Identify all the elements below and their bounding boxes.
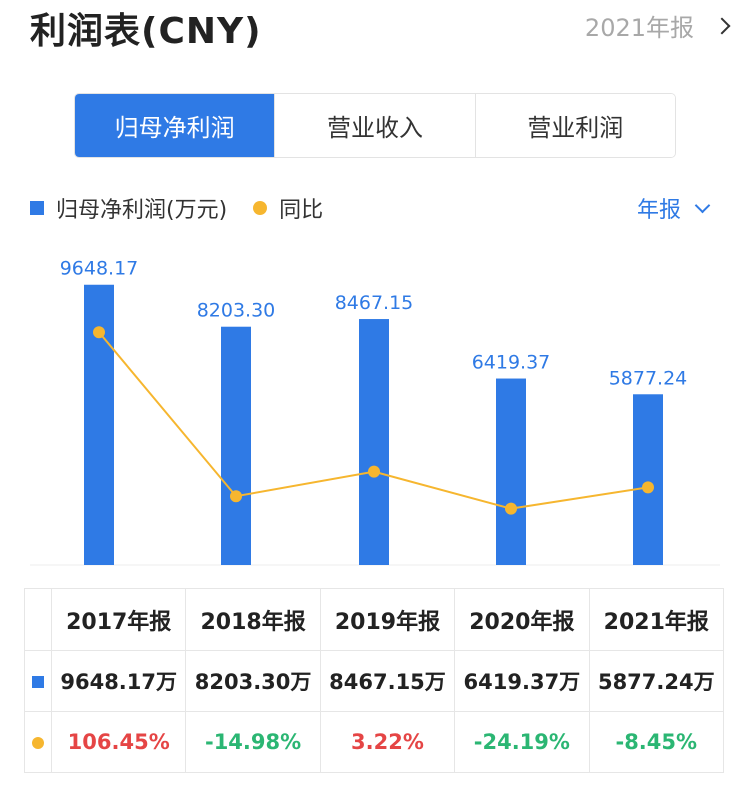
bar-1[interactable] xyxy=(221,326,251,565)
tab-operating-profit[interactable]: 营业利润 xyxy=(474,94,675,157)
table-row-marker xyxy=(24,711,52,773)
line-legend-label: 同比 xyxy=(279,198,324,223)
table-header-row: 2017年报 2018年报 2019年报 2020年报 2021年报 xyxy=(24,588,725,651)
header: 利润表(CNY) 2021年报 xyxy=(0,0,750,56)
tab-net-profit[interactable]: 归母净利润 xyxy=(75,94,275,157)
table-header-cell: 2021年报 xyxy=(588,588,725,651)
table-header-cell: 2017年报 xyxy=(50,588,187,651)
table-value-cell: 9648.17万 xyxy=(50,650,187,712)
report-period-link[interactable]: 2021年报 xyxy=(584,8,731,43)
bar-2[interactable] xyxy=(359,319,389,565)
table-row-net-profit: 9648.17万 8203.30万 8467.15万 6419.37万 5877… xyxy=(24,650,725,712)
table-yoy-cell: -14.98% xyxy=(185,711,321,773)
table-header-cell: 2020年报 xyxy=(454,588,590,651)
bar-value-label-1: 8203.30 xyxy=(197,300,276,322)
yoy-point-0[interactable] xyxy=(93,326,105,339)
table-yoy-cell: -24.19% xyxy=(454,711,590,773)
chevron-down-icon xyxy=(694,197,711,213)
page-title: 利润表(CNY) xyxy=(30,11,262,52)
table-value-cell: 8467.15万 xyxy=(319,650,456,712)
table-yoy-cell: 106.45% xyxy=(50,711,187,773)
net-profit-chart: 9648.17 8203.30 8467.15 6419.37 5877.24 xyxy=(30,258,720,566)
table-yoy-cell: -8.45% xyxy=(588,711,725,773)
bar-legend-label: 归母净利润(万元) xyxy=(56,198,228,223)
period-select[interactable]: 年报 xyxy=(636,192,711,224)
bar-series-marker xyxy=(32,676,44,688)
tab-revenue[interactable]: 营业收入 xyxy=(274,94,475,157)
table-corner-cell xyxy=(24,588,52,651)
bar-value-label-3: 6419.37 xyxy=(472,352,551,374)
metric-tabs: 归母净利润 营业收入 营业利润 xyxy=(74,93,676,158)
table-value-cell: 5877.24万 xyxy=(588,650,725,712)
chart-legend: 归母净利润(万元) 同比 xyxy=(30,192,323,224)
table-value-cell: 6419.37万 xyxy=(454,650,590,712)
yoy-point-3[interactable] xyxy=(505,502,517,515)
bar-value-label-4: 5877.24 xyxy=(609,367,688,389)
table-header-cell: 2019年报 xyxy=(319,588,456,651)
yoy-point-1[interactable] xyxy=(230,490,242,503)
table-row-marker xyxy=(24,650,52,712)
report-period-label: 2021年报 xyxy=(584,14,694,42)
bar-value-label-2: 8467.15 xyxy=(335,292,414,314)
bar-value-label-0: 9648.17 xyxy=(60,258,139,280)
period-select-label: 年报 xyxy=(636,198,681,223)
bar-3[interactable] xyxy=(496,378,526,565)
yoy-point-2[interactable] xyxy=(368,465,380,478)
bar-4[interactable] xyxy=(633,394,663,565)
yoy-point-4[interactable] xyxy=(642,481,654,494)
line-series-marker xyxy=(32,737,44,749)
table-row-yoy: 106.45% -14.98% 3.22% -24.19% -8.45% xyxy=(24,711,725,773)
line-legend-marker xyxy=(253,201,268,215)
table-value-cell: 8203.30万 xyxy=(185,650,321,712)
bar-legend-marker xyxy=(30,201,44,215)
table-yoy-cell: 3.22% xyxy=(319,711,456,773)
data-table: 2017年报 2018年报 2019年报 2020年报 2021年报 9648.… xyxy=(24,588,725,773)
table-header-cell: 2018年报 xyxy=(185,588,321,651)
chevron-right-icon xyxy=(713,17,731,34)
